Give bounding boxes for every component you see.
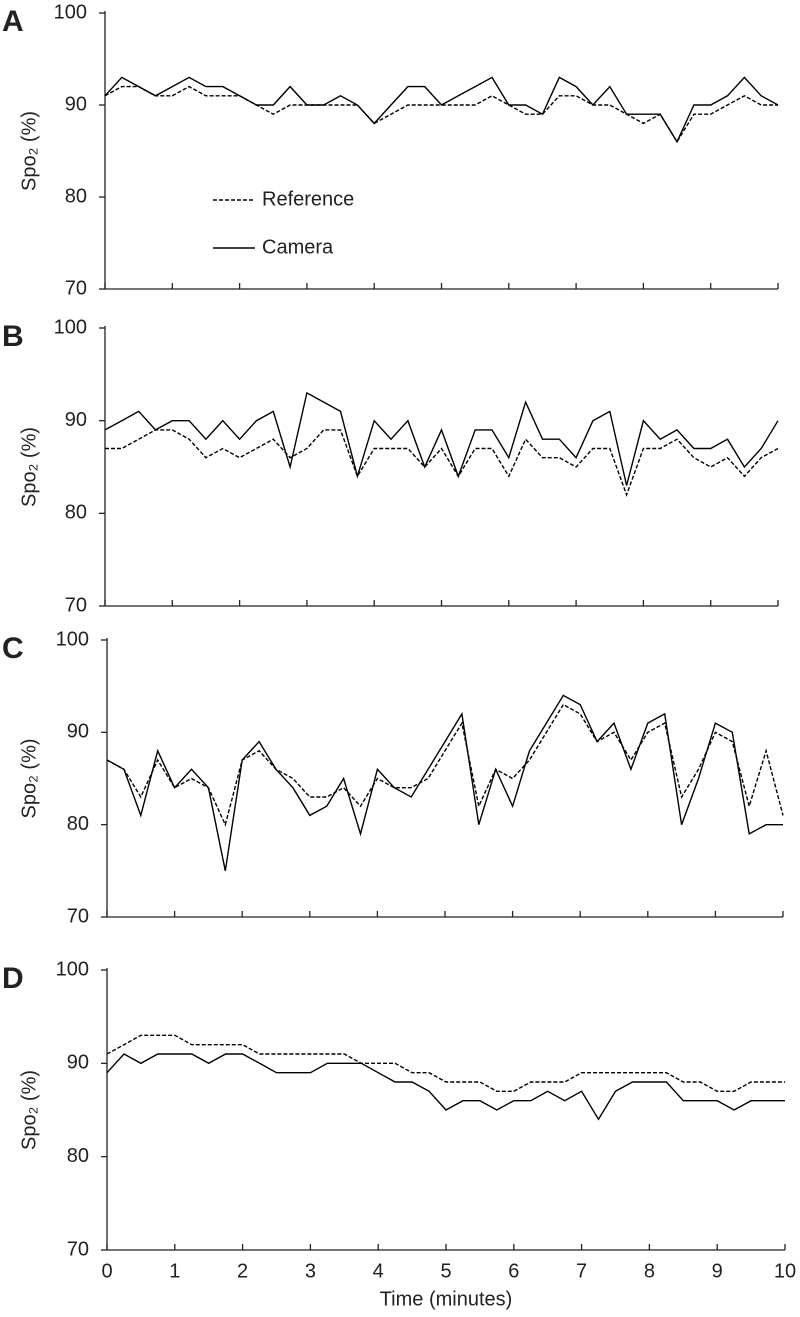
y-tick-label: 80: [65, 185, 87, 207]
x-tick-label: 10: [774, 1260, 796, 1282]
series-line: [106, 703, 784, 827]
x-tick-label: 0: [101, 1260, 112, 1282]
panel-label: B: [2, 320, 24, 353]
x-tick-label: 1: [169, 1260, 180, 1282]
y-axis-label: Spo₂ (%): [18, 111, 40, 191]
x-tick-label: 5: [440, 1260, 451, 1282]
x-tick-label: 2: [237, 1260, 248, 1282]
y-axis-label: Spo₂ (%): [18, 738, 40, 818]
y-tick-label: 90: [65, 93, 87, 115]
y-tick-label: 70: [65, 277, 87, 299]
series-line: [105, 429, 779, 497]
y-tick-label: 80: [67, 1145, 89, 1167]
x-axis-label: Time (minutes): [380, 1288, 513, 1310]
y-tick-label: 90: [67, 1052, 89, 1074]
x-tick-label: 9: [712, 1260, 723, 1282]
legend-label: Reference: [262, 188, 354, 210]
series-line: [106, 1053, 785, 1121]
y-tick-label: 100: [54, 316, 87, 338]
x-tick-label: 3: [305, 1260, 316, 1282]
y-axis-label: Spo₂ (%): [18, 1070, 40, 1150]
panel-label: A: [2, 5, 24, 38]
legend-label: Camera: [262, 236, 334, 258]
series-line: [106, 1034, 785, 1092]
panel-label: C: [2, 632, 24, 665]
series-line: [104, 85, 778, 144]
series-line: [104, 76, 779, 144]
y-tick-label: 70: [67, 905, 89, 927]
x-tick-label: 6: [508, 1260, 519, 1282]
y-axis-label: Spo₂ (%): [18, 427, 40, 507]
y-tick-label: 80: [65, 502, 87, 524]
y-tick-label: 80: [67, 813, 89, 835]
y-tick-label: 70: [67, 1238, 89, 1260]
y-tick-label: 70: [65, 594, 87, 616]
x-tick-label: 7: [576, 1260, 587, 1282]
y-tick-label: 90: [67, 721, 89, 743]
x-tick-label: 4: [373, 1260, 384, 1282]
y-tick-label: 100: [54, 1, 87, 23]
x-tick-label: 8: [644, 1260, 655, 1282]
panel-label: D: [2, 962, 24, 995]
y-tick-label: 100: [56, 628, 89, 650]
series-line: [104, 391, 779, 486]
series-line: [106, 694, 783, 871]
y-tick-label: 90: [65, 409, 87, 431]
y-tick-label: 100: [56, 958, 89, 980]
